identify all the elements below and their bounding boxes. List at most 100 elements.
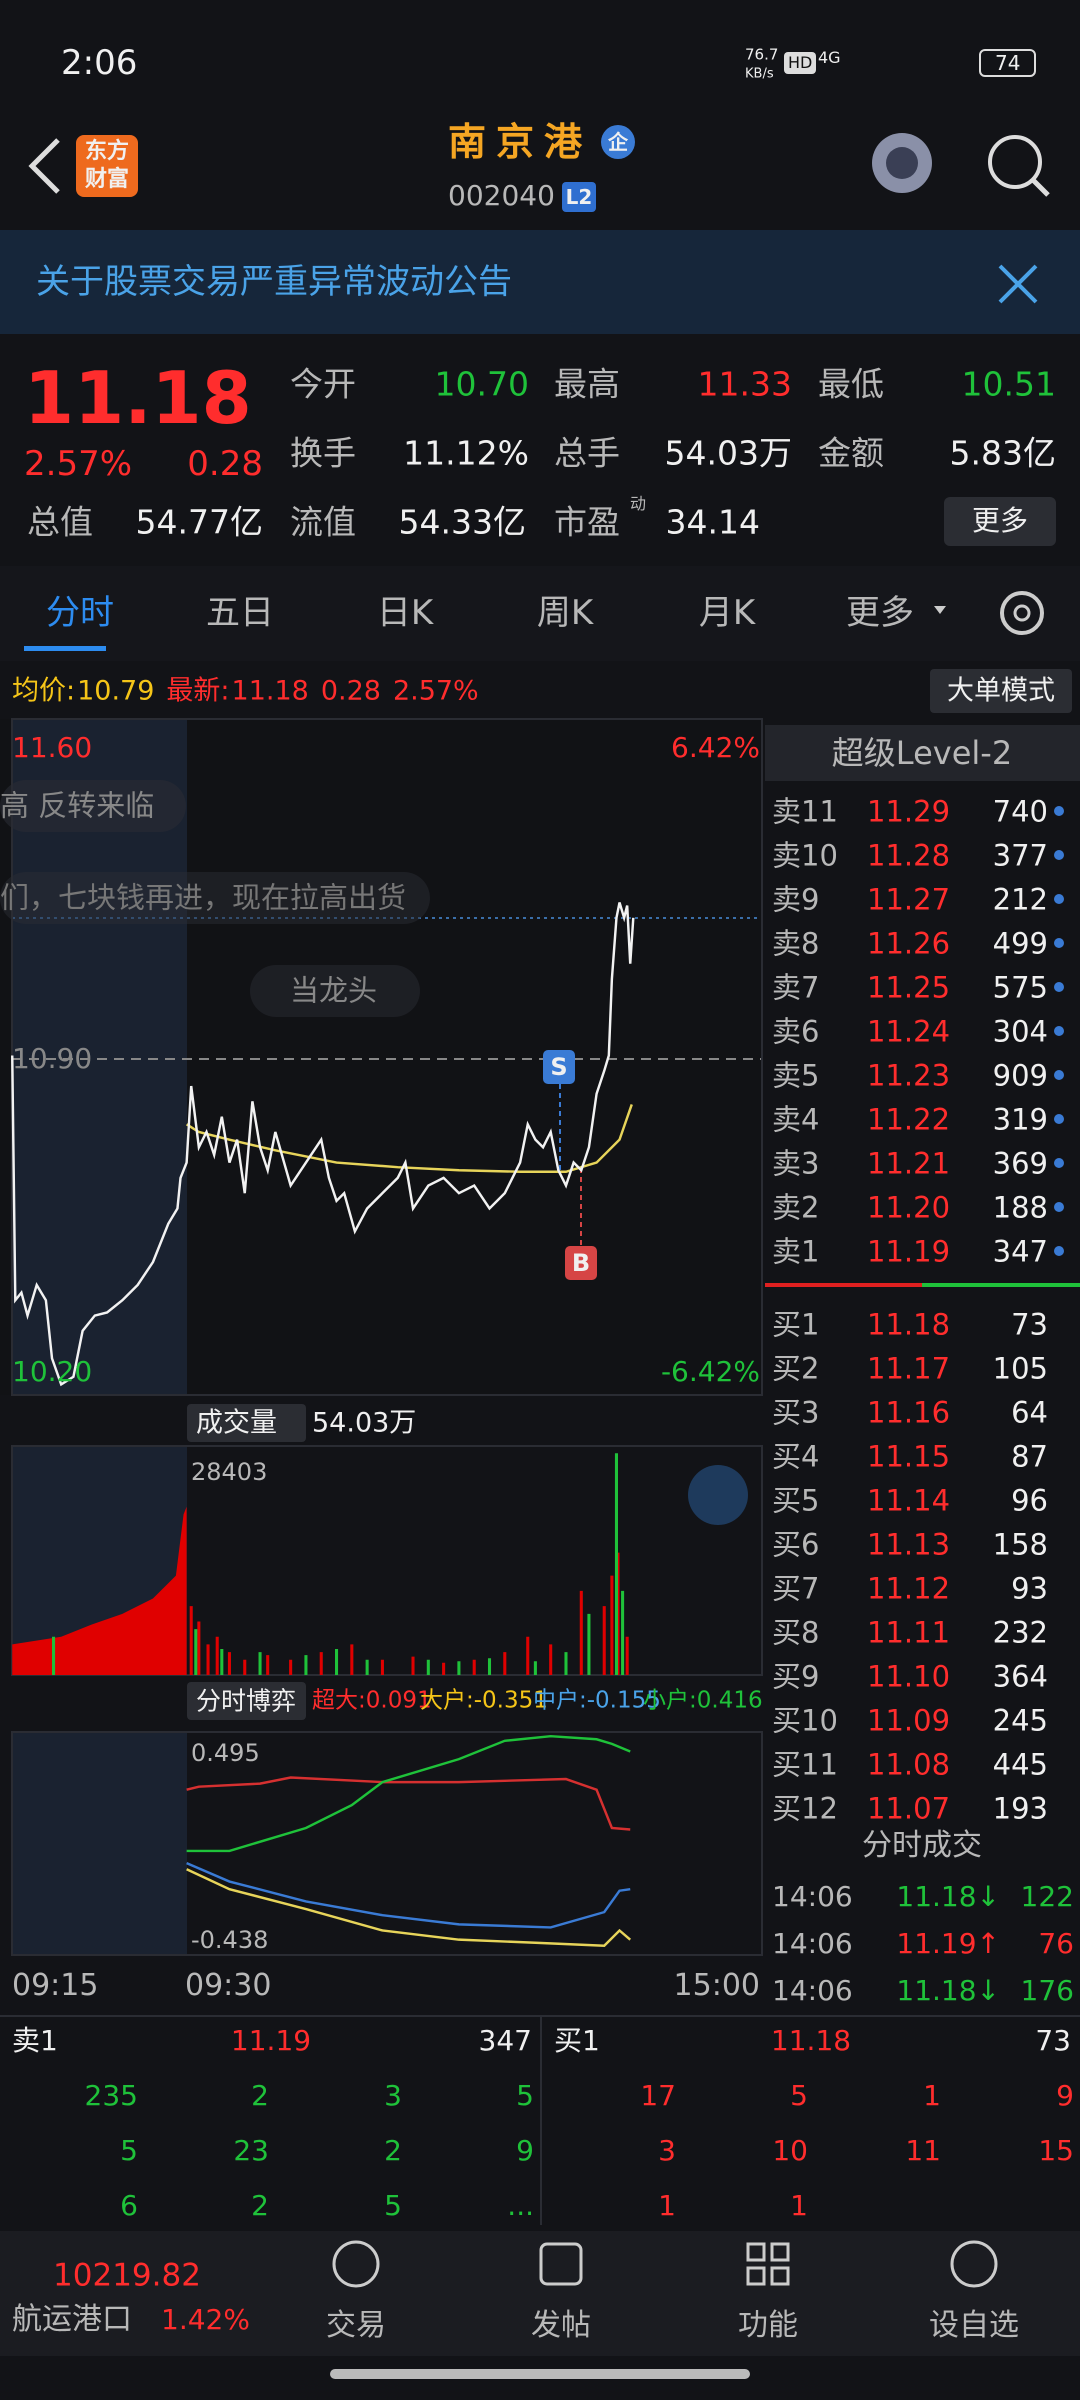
book-price: 11.26 <box>867 926 951 961</box>
tab[interactable]: 更多 <box>846 593 914 633</box>
dot <box>1054 938 1064 948</box>
index-value[interactable]: 10219.82 <box>53 2257 201 2294</box>
book-level: 卖5 <box>772 1058 820 1093</box>
field-value: 54.03万 <box>664 433 792 473</box>
info-item: 0.28 <box>320 675 381 707</box>
book-level: 买3 <box>772 1395 820 1430</box>
trade-price: 11.19↑ <box>896 1927 1000 1960</box>
book-volume: 87 <box>1011 1439 1048 1474</box>
x-label: 09:15 <box>12 1968 99 2003</box>
queue-order: 6 <box>120 2189 138 2222</box>
game-item: 中户:-0.155 <box>533 1687 661 1714</box>
trade-time: 14:06 <box>772 1927 853 1960</box>
field-label: 流值 <box>290 502 356 542</box>
queue-order: 5 <box>384 2189 402 2222</box>
info-item: 最新: <box>166 675 230 707</box>
axis-label: -0.438 <box>191 1926 269 1954</box>
axis-label: 6.42% <box>671 731 760 764</box>
book-level: 卖6 <box>772 1014 820 1049</box>
book-volume: 73 <box>1011 1307 1048 1342</box>
sell-mark: S <box>550 1053 568 1081</box>
panel-title[interactable]: 分时成交 <box>862 1828 982 1863</box>
sector-name[interactable]: 航运港口 <box>12 2302 132 2337</box>
queue-order: 2 <box>251 2189 269 2222</box>
dot <box>1054 1114 1064 1124</box>
tab[interactable]: 分时 <box>46 593 114 633</box>
field-value: 5.83亿 <box>949 433 1056 473</box>
trade-volume: 176 <box>1020 1974 1074 2007</box>
book-level: 买5 <box>772 1483 820 1518</box>
book-level: 买1 <box>772 1307 820 1342</box>
book-volume: 377 <box>992 838 1048 873</box>
panel-label[interactable]: 分时博弈 <box>196 1686 297 1716</box>
info-item: 10.79 <box>77 675 155 707</box>
book-volume: 445 <box>992 1747 1048 1782</box>
nav-item[interactable]: 发帖 <box>531 2308 591 2343</box>
comment: 们，七块钱再进，现在拉高出货 <box>0 880 407 915</box>
queue-order: ... <box>507 2189 534 2222</box>
tab[interactable]: 月K <box>698 593 756 633</box>
field-label: 今开 <box>290 364 356 404</box>
tab[interactable]: 周K <box>536 593 594 633</box>
dot <box>1054 1202 1064 1212</box>
x-label: 09:30 <box>185 1968 272 2003</box>
book-volume: 319 <box>992 1102 1048 1137</box>
more-button[interactable]: 更多 <box>971 504 1029 537</box>
queue-order: 15 <box>1038 2134 1074 2167</box>
axis-label: 10.20 <box>12 1355 93 1388</box>
level-badge: L2 <box>565 185 593 209</box>
comment: 当龙头 <box>290 973 378 1008</box>
nav-item[interactable]: 交易 <box>326 2308 386 2343</box>
badge: 企 <box>608 130 628 154</box>
book-price: 11.13 <box>867 1527 951 1562</box>
nav-item[interactable]: 设自选 <box>929 2308 1019 2343</box>
book-volume: 347 <box>992 1234 1048 1269</box>
trade-volume: 122 <box>1020 1880 1074 1913</box>
field-value: 10.51 <box>961 364 1056 404</box>
queue-label: 卖1 <box>12 2024 58 2057</box>
field-value: 54.77亿 <box>135 502 263 542</box>
logo: 东方 <box>84 139 130 164</box>
tab[interactable]: 五日 <box>206 593 274 633</box>
book-price: 11.22 <box>867 1102 951 1137</box>
trade-time: 14:06 <box>772 1880 853 1913</box>
book-volume: 96 <box>1011 1483 1048 1518</box>
queue-order: 2 <box>384 2134 402 2167</box>
book-level: 卖8 <box>772 926 820 961</box>
mode-button[interactable]: 大单模式 <box>947 675 1055 707</box>
book-price: 11.28 <box>867 838 951 873</box>
book-level: 买8 <box>772 1615 820 1650</box>
nav-item[interactable]: 功能 <box>738 2308 798 2343</box>
queue-order: 5 <box>790 2079 808 2112</box>
book-volume: 232 <box>992 1615 1048 1650</box>
book-price: 11.07 <box>867 1791 951 1826</box>
book-level: 买6 <box>772 1527 820 1562</box>
field-label: 总手 <box>554 433 620 473</box>
book-volume: 93 <box>1011 1571 1048 1606</box>
book-level: 买11 <box>772 1747 838 1782</box>
notice[interactable]: 关于股票交易严重异常波动公告 <box>36 262 512 302</box>
book-level: 卖1 <box>772 1234 820 1269</box>
book-level: 买7 <box>772 1571 820 1606</box>
book-volume: 909 <box>992 1058 1048 1093</box>
book-price: 11.18 <box>867 1307 951 1342</box>
axis-label: 10.90 <box>12 1042 93 1075</box>
book-level: 买2 <box>772 1351 820 1386</box>
tab[interactable]: 日K <box>376 593 434 633</box>
dot <box>1054 982 1064 992</box>
book-price: 11.16 <box>867 1395 951 1430</box>
game-item: 大户:-0.351 <box>420 1687 548 1714</box>
book-price: 11.09 <box>867 1703 951 1738</box>
book-price: 11.10 <box>867 1659 951 1694</box>
panel-label[interactable]: 成交量 <box>196 1407 277 1439</box>
trade-price: 11.18↓ <box>896 1974 1000 2007</box>
queue-order: 1 <box>658 2189 676 2222</box>
dot <box>1054 850 1064 860</box>
book-volume: 304 <box>992 1014 1048 1049</box>
axis-label: -6.42% <box>660 1355 760 1388</box>
axis-label: 28403 <box>191 1458 268 1486</box>
buy-mark: B <box>571 1249 591 1277</box>
field-label: 金额 <box>818 433 884 473</box>
field-label: 市盈 <box>554 502 620 542</box>
